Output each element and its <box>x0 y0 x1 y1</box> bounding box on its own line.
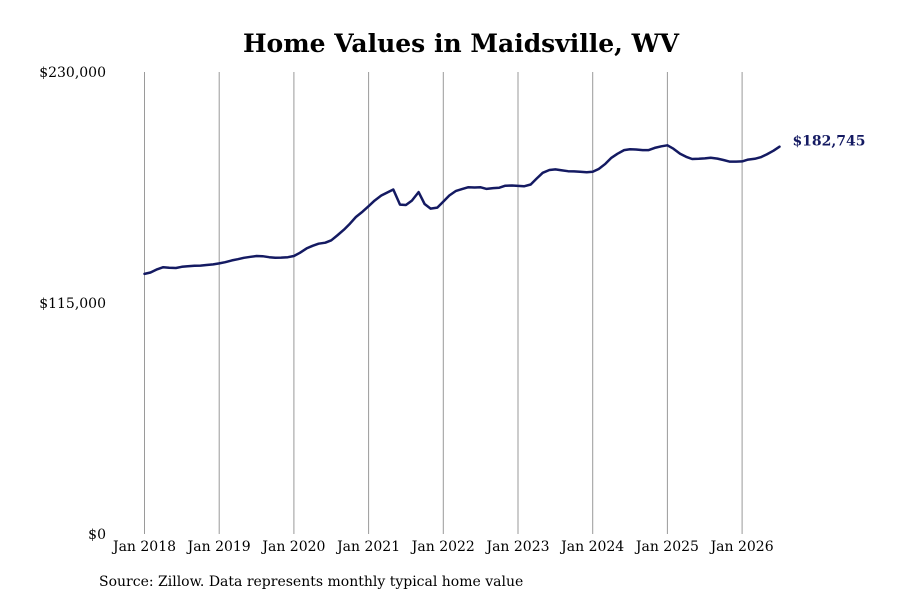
x-tick-label-6: Jan 2024 <box>559 539 624 555</box>
home-value-series-line <box>143 144 781 276</box>
x-axis-ticks: Jan 2018 Jan 2019 Jan 2020 Jan 2021 Jan 2022… <box>111 539 774 555</box>
end-value-label: $182,745 <box>792 134 865 150</box>
chart-title: Home Values in Maidsville, WV <box>243 29 680 58</box>
x-tick-label-3: Jan 2021 <box>335 539 400 555</box>
y-axis-ticks: $0 $115,000 $230,000 <box>39 65 106 543</box>
source-note: Source: Zillow. Data represents monthly … <box>99 574 523 590</box>
y-tick-label-1: $115,000 <box>39 296 106 312</box>
x-tick-label-2: Jan 2020 <box>260 539 325 555</box>
x-tick-label-4: Jan 2022 <box>410 539 475 555</box>
grid-lines <box>144 72 743 534</box>
x-tick-label-0: Jan 2018 <box>111 539 176 555</box>
x-tick-label-1: Jan 2019 <box>186 539 251 555</box>
x-tick-label-7: Jan 2025 <box>634 539 699 555</box>
y-tick-label-2: $230,000 <box>39 65 106 81</box>
x-tick-label-5: Jan 2023 <box>484 539 549 555</box>
x-tick-label-8: Jan 2026 <box>709 539 774 555</box>
y-tick-label-0: $0 <box>88 527 106 543</box>
